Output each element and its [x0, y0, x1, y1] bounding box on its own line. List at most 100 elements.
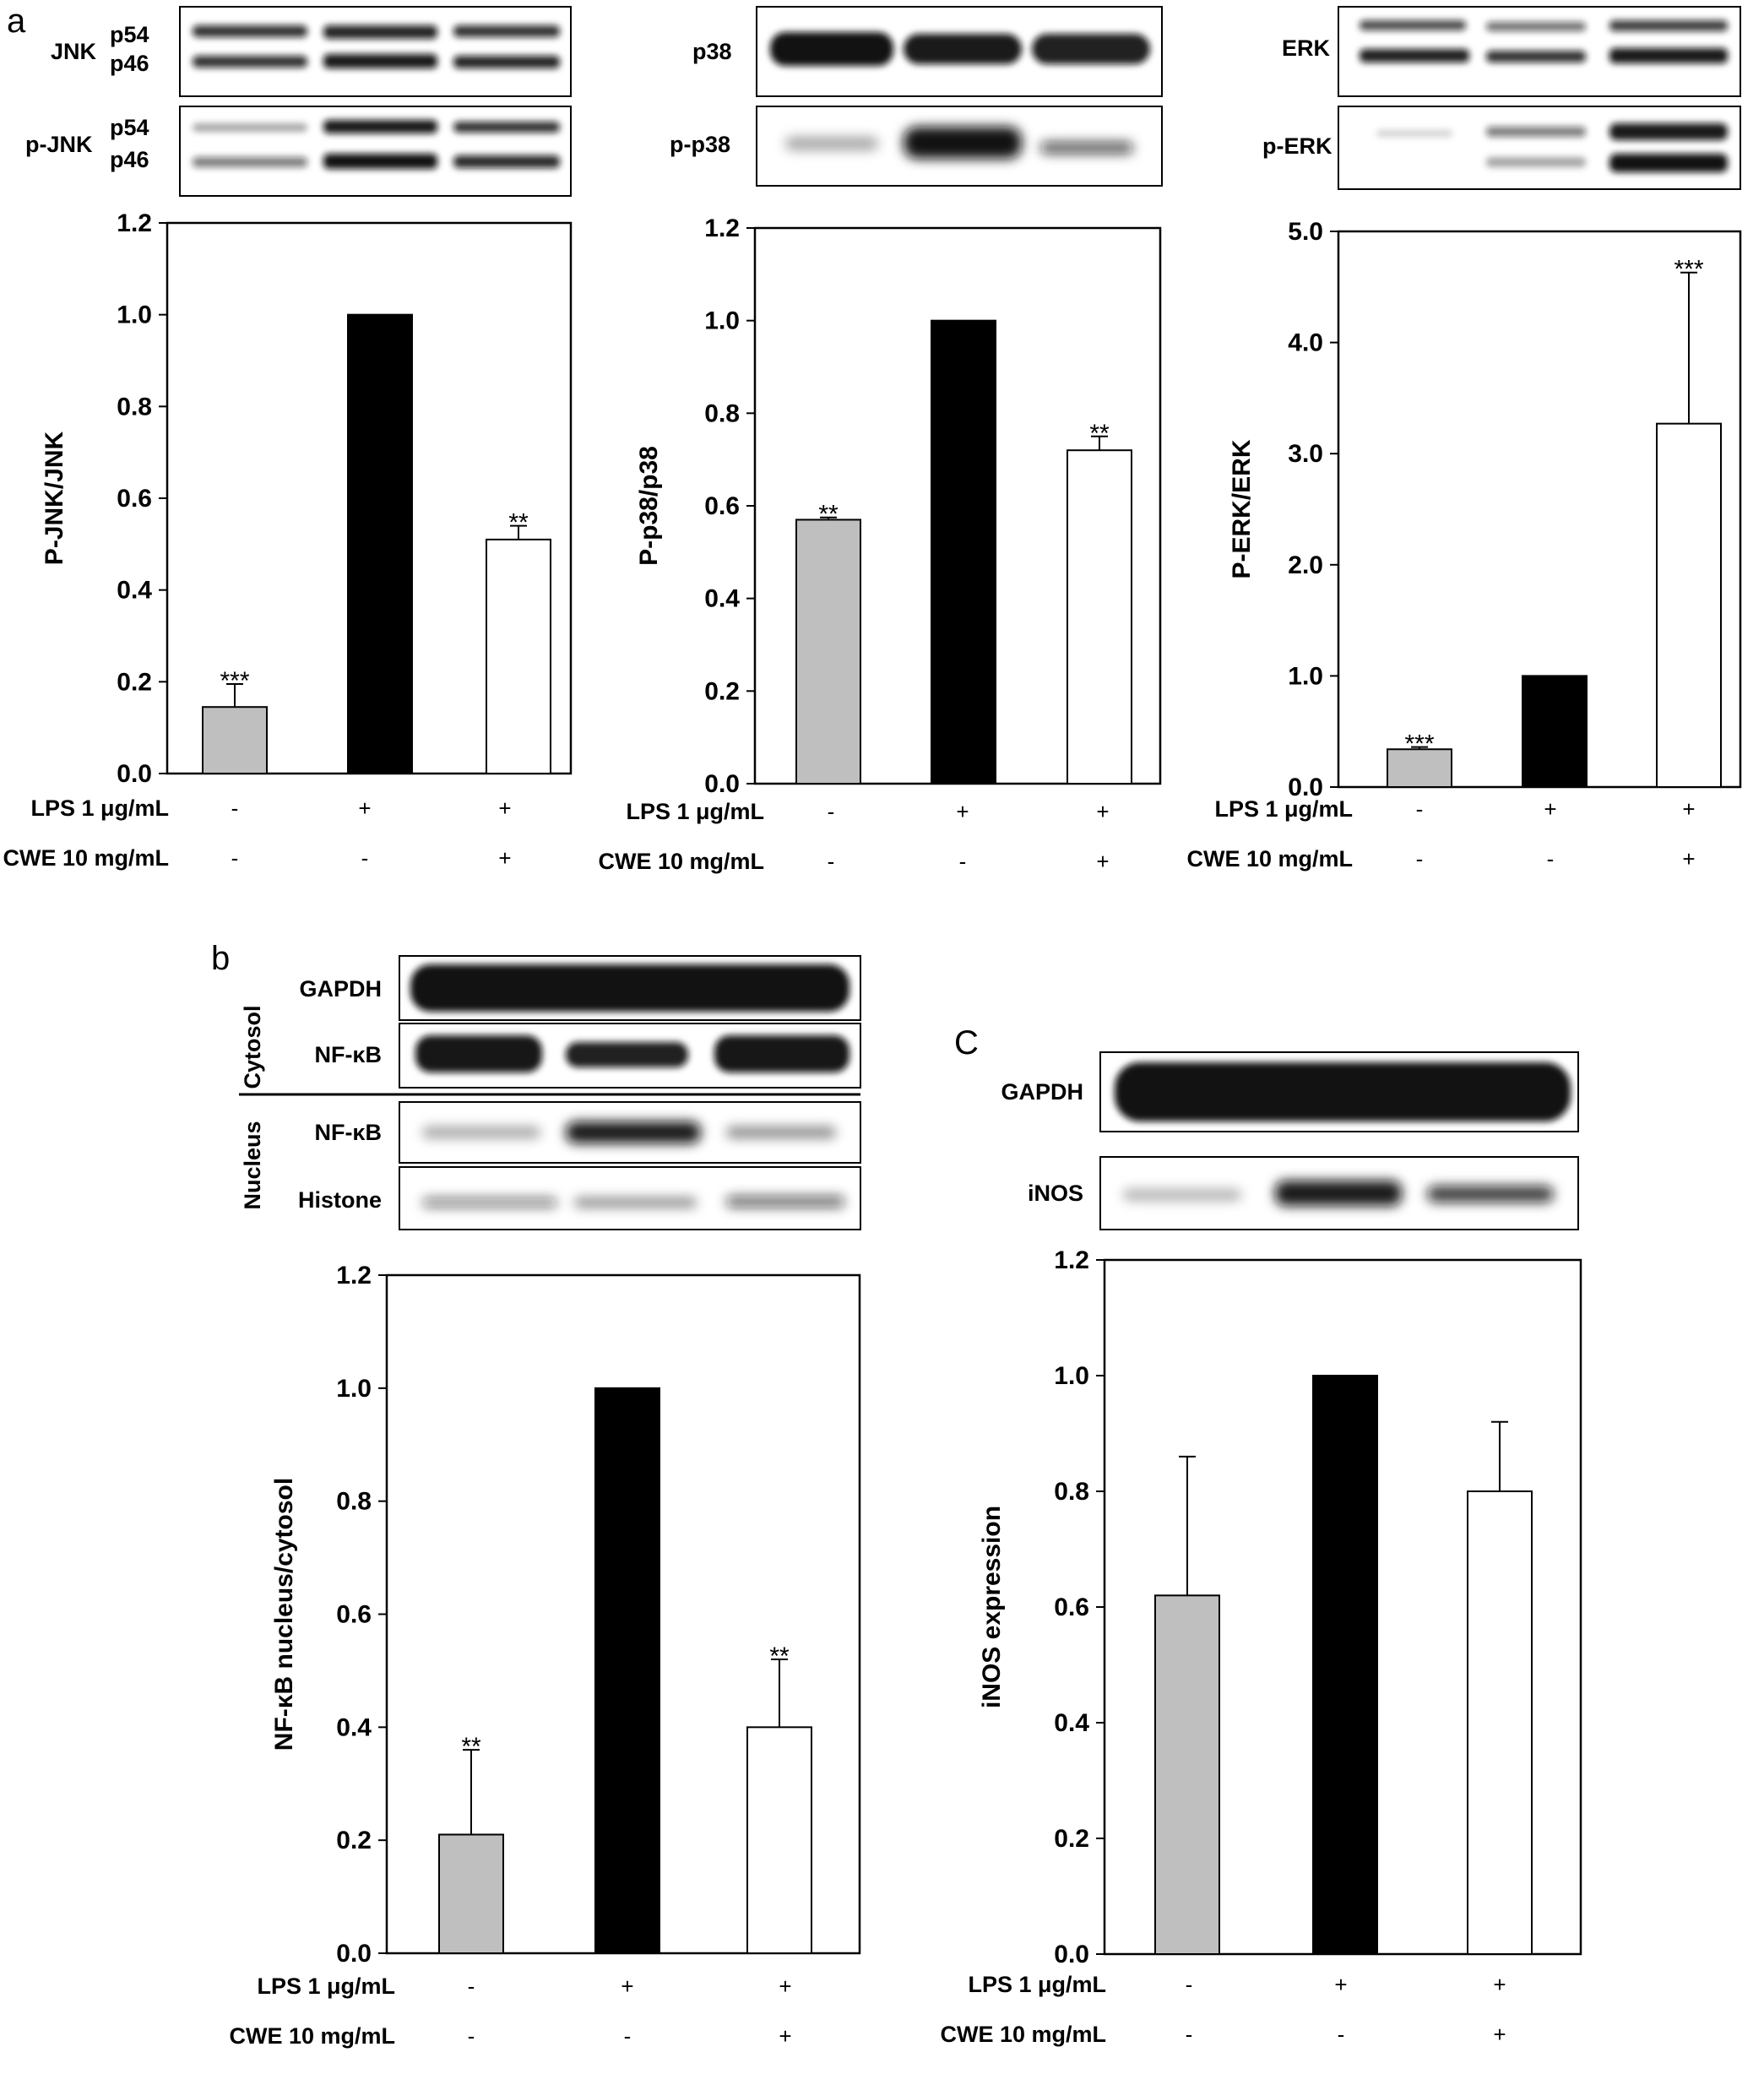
chart1-bar-2 — [347, 313, 413, 774]
chart1-treatment-label-2: CWE 10 mg/mL — [3, 845, 169, 871]
p-erk-label: p-ERK — [1262, 133, 1332, 159]
p38-blot: p38 — [692, 6, 1163, 97]
chart4-sign-1-3: + — [779, 1974, 791, 1999]
inos-label: iNOS — [1028, 1181, 1083, 1206]
jnk-blot: JNK p54 p46 — [51, 6, 572, 97]
chart5-ytick-label: 0.6 — [1054, 1594, 1089, 1621]
chart1-bar-1 — [202, 706, 268, 775]
chart3-ytick-label: 0.0 — [1288, 774, 1323, 801]
chart2-ytick-label: 0.6 — [704, 492, 740, 520]
chart3-significance-3: *** — [1674, 256, 1703, 284]
chart4-ylabel: NF-κB nucleus/cytosol — [270, 1478, 298, 1751]
chart2-bar-1 — [795, 518, 861, 785]
charts-layer: 0.00.20.40.60.81.01.2P-JNK/JNK*****LPS 1… — [3, 209, 1742, 2049]
p-p38-label: p-p38 — [670, 132, 730, 157]
chart2-treatment-label-2: CWE 10 mg/mL — [598, 849, 764, 874]
panel-letter-a: a — [7, 3, 26, 40]
chart1-sign-1-3: + — [498, 795, 511, 821]
chart2-significance-1: ** — [818, 501, 839, 529]
jnk-p46-label: p46 — [110, 51, 149, 76]
chart5-ytick-label: 1.2 — [1054, 1246, 1089, 1274]
chart1-ytick-label: 1.0 — [117, 301, 152, 329]
chart3-treatment-label-1: LPS 1 μg/mL — [1214, 796, 1353, 822]
chart2-ytick-label: 1.0 — [704, 307, 740, 335]
nfkb-cyto-label: NF-κB — [314, 1042, 382, 1067]
chart4-bar-3 — [746, 1726, 812, 1955]
panel-letter-c: C — [954, 1024, 979, 1061]
chart3-sign-1-2: + — [1544, 796, 1556, 822]
chart1-sign-2-3: + — [498, 845, 511, 871]
erk-label: ERK — [1282, 35, 1331, 61]
p-jnk-label: p-JNK — [25, 132, 93, 157]
chart5-sign-1-1: - — [1186, 1972, 1193, 1997]
chart1-ytick-label: 1.2 — [117, 209, 152, 237]
jnk-label: JNK — [51, 39, 97, 64]
chart1-ytick-label: 0.6 — [117, 485, 152, 513]
chart1-sign-2-2: - — [361, 845, 369, 871]
chart5-treatment-label-1: LPS 1 μg/mL — [968, 1972, 1106, 1997]
panel-letter-b: b — [211, 940, 230, 977]
chart3-bar-3 — [1656, 422, 1722, 788]
chart1-ytick-label: 0.4 — [117, 577, 152, 605]
chart2-treatment-label-1: LPS 1 μg/mL — [626, 799, 764, 824]
chart2-ytick-label: 1.2 — [704, 214, 740, 242]
chart4-ytick-label: 0.4 — [336, 1713, 372, 1741]
chart5-ytick-label: 1.0 — [1054, 1362, 1089, 1390]
chart1-ytick-label: 0.8 — [117, 393, 152, 421]
gapdh-label: GAPDH — [299, 976, 382, 1002]
chart1-significance-1: *** — [220, 667, 249, 695]
inos-gapdh-label: GAPDH — [1001, 1079, 1083, 1105]
chart1-ytick-label: 0.2 — [117, 668, 152, 696]
chart4-ytick-label: 0.2 — [336, 1827, 372, 1854]
chart1-ylabel: P-JNK/JNK — [41, 431, 68, 565]
chart4-sign-2-3: + — [779, 2023, 791, 2049]
chart2-significance-3: ** — [1089, 420, 1110, 448]
chart2-ylabel: P-p38/p38 — [635, 446, 663, 566]
chart5-bar-2 — [1312, 1375, 1378, 1955]
chart4-ytick-label: 0.8 — [336, 1488, 372, 1516]
chart3-ytick-label: 4.0 — [1288, 329, 1323, 357]
chart5-sign-1-2: + — [1334, 1972, 1347, 1997]
chart3-ytick-label: 1.0 — [1288, 662, 1323, 690]
chart4-treatment-label-1: LPS 1 μg/mL — [257, 1974, 395, 1999]
chart4-ytick-label: 0.6 — [336, 1601, 372, 1629]
chart1-sign-2-1: - — [231, 845, 239, 871]
chart1-ytick-label: 0.0 — [117, 760, 152, 788]
chart5-bar-1 — [1154, 1594, 1220, 1956]
chart3-ytick-label: 5.0 — [1288, 218, 1323, 246]
inos-blot: GAPDH iNOS — [1001, 1051, 1579, 1230]
chart2-ytick-label: 0.8 — [704, 399, 740, 427]
p-erk-blot: p-ERK — [1262, 106, 1741, 190]
chart4-sign-2-1: - — [468, 2023, 475, 2049]
chart2-bar-2 — [931, 319, 996, 785]
p38-label: p38 — [692, 39, 732, 64]
chart5-ylabel: iNOS expression — [978, 1506, 1006, 1708]
chart1-significance-3: ** — [508, 509, 529, 537]
chart4-bar-2 — [594, 1387, 660, 1955]
chart3-sign-2-2: - — [1547, 846, 1555, 871]
p-jnk-p54-label: p54 — [110, 115, 149, 140]
jnk-p54-label: p54 — [110, 22, 149, 47]
chart2-ytick-label: 0.4 — [704, 585, 740, 613]
chart3-sign-2-3: + — [1682, 846, 1695, 871]
chart4-sign-1-2: + — [621, 1974, 633, 1999]
chart5-sign-1-3: + — [1493, 1972, 1506, 1997]
chart4-sign-1-1: - — [468, 1974, 475, 1999]
chart5-ytick-label: 0.0 — [1054, 1941, 1089, 1968]
chart4-ytick-label: 1.2 — [336, 1262, 372, 1289]
histone-label: Histone — [298, 1187, 382, 1213]
nucleus-label: Nucleus — [240, 1121, 265, 1209]
chart5-ytick-label: 0.2 — [1054, 1825, 1089, 1853]
chart4-bar-1 — [438, 1833, 504, 1955]
chart3-bar-2 — [1522, 675, 1588, 789]
chart5-ytick-label: 0.4 — [1054, 1709, 1089, 1737]
p-p38-blot: p-p38 — [670, 106, 1163, 187]
chart2-ytick-label: 0.0 — [704, 770, 740, 798]
cytosol-label: Cytosol — [240, 1005, 265, 1089]
chart1-sign-1-1: - — [231, 795, 239, 821]
p-jnk-p46-label: p46 — [110, 147, 149, 172]
chart2-ytick-label: 0.2 — [704, 677, 740, 705]
chart1-bar-3 — [486, 538, 551, 775]
chart5-ytick-label: 0.8 — [1054, 1478, 1089, 1506]
